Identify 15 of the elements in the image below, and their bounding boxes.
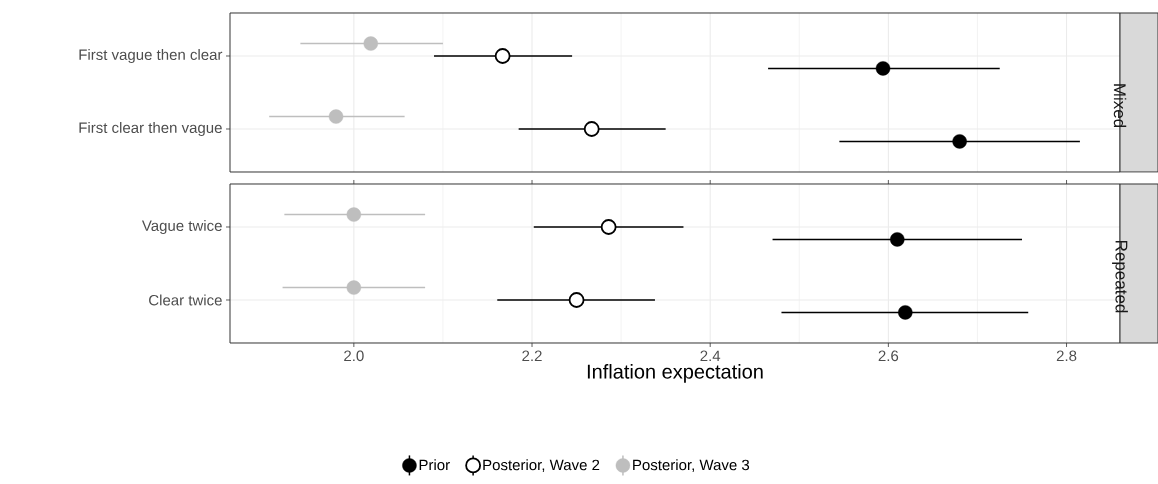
y-tick-label: Clear twice (149, 294, 222, 306)
x-tick-label: 2.0 (344, 350, 364, 362)
y-tick-label: First vague then clear (79, 49, 223, 63)
text: Mixed (1113, 84, 1127, 128)
legend-label: Posterior, Wave 2 (483, 459, 600, 473)
y-tick-label: Vague twice (141, 220, 222, 234)
legend-label: Prior (419, 459, 450, 471)
x-tick-label: 2.6 (878, 350, 899, 362)
x-tick-label: 2.8 (1056, 350, 1077, 362)
legend-label: Posterior, Wave 3 (633, 459, 750, 473)
x-tick-label: 2.4 (700, 350, 721, 361)
y-tick-label: First clear then vague (79, 122, 222, 136)
x-axis-title: Inflation expectation (587, 364, 763, 383)
text: Repeated (1112, 241, 1128, 313)
x-tick-label: 2.2 (522, 350, 542, 361)
